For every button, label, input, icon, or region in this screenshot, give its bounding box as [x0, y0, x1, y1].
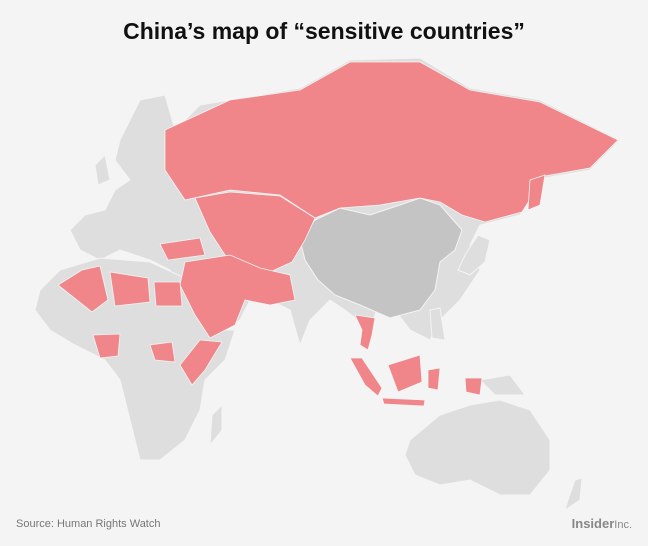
java [381, 397, 426, 407]
brand-suffix: Inc. [614, 519, 632, 531]
egypt [153, 281, 183, 307]
turkey [159, 237, 206, 261]
sudan-region [149, 341, 176, 363]
kamchatka-sakhalin [527, 174, 546, 211]
central-asia [194, 191, 316, 273]
papua [464, 377, 483, 396]
land-australia [404, 399, 551, 496]
source: Source: Human Rights Watch [16, 518, 161, 530]
land-madagascar [209, 403, 223, 447]
sensitive-countries [57, 61, 619, 407]
brand: InsiderInc. [572, 516, 632, 531]
brand-name: Insider [571, 516, 615, 531]
land-japan [457, 234, 491, 276]
sumatra [349, 357, 383, 397]
nigeria [92, 333, 121, 359]
land-uk [94, 153, 111, 186]
libya [109, 271, 151, 307]
middle-east [179, 254, 296, 339]
russia [164, 61, 619, 223]
china [299, 197, 463, 319]
malaysia-borneo [387, 354, 423, 393]
land-new-zealand [564, 477, 583, 512]
land-philippines [429, 307, 446, 341]
sulawesi [427, 367, 441, 391]
land-png [478, 374, 526, 396]
thailand [354, 314, 376, 351]
algeria [57, 265, 109, 313]
somalia-kenya [179, 339, 223, 386]
title: China’s map of “sensitive countries” [123, 18, 525, 44]
